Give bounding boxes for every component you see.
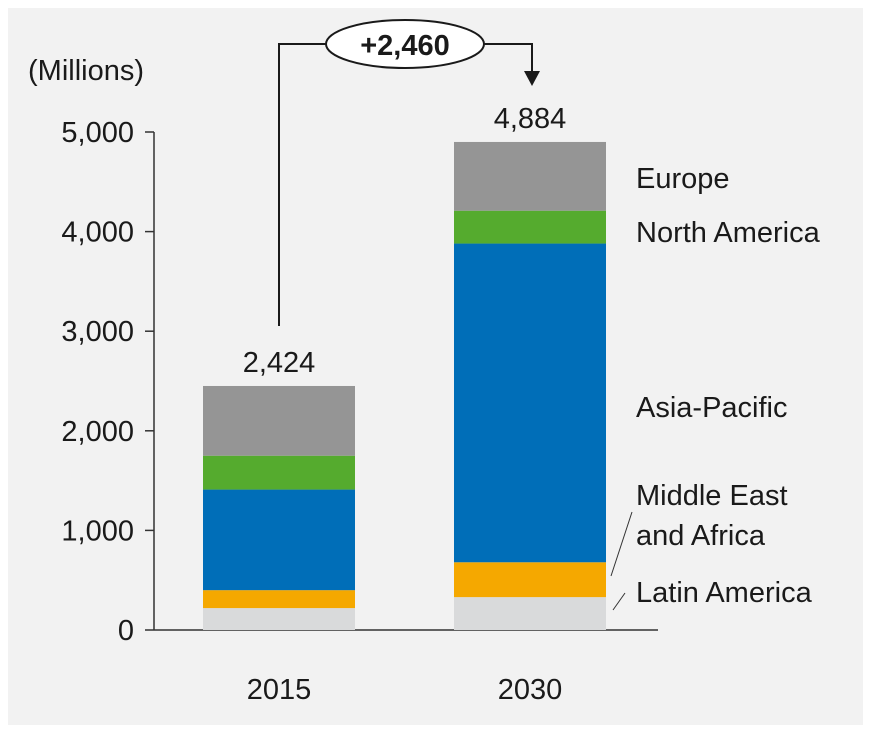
- legend-label: Asia-Pacific: [636, 392, 788, 424]
- legend-label: North America: [636, 217, 821, 249]
- y-tick-label: 3,000: [61, 316, 134, 348]
- x-category-label: 2030: [498, 674, 563, 706]
- legend-leader-line: [610, 511, 633, 577]
- stacked-bar-chart: 0 1,000 2,000 3,000 4,000 5,000 (Millions) 201…: [28, 19, 821, 706]
- x-category-label: 2015: [247, 674, 312, 706]
- chart-panel: 0 1,000 2,000 3,000 4,000 5,000 (Millions) 201…: [8, 8, 863, 725]
- legend-label: Middle East: [636, 480, 788, 512]
- y-tick-label: 0: [118, 615, 134, 647]
- difference-label: +2,460: [360, 30, 450, 62]
- y-tick-label: 1,000: [61, 515, 134, 547]
- y-tick-label: 2,000: [61, 416, 134, 448]
- bar-segment-2015-europe: [203, 385, 355, 456]
- bar-segment-2030-latin-america: [454, 597, 606, 630]
- bar-total-label: 4,884: [494, 103, 567, 135]
- bar-segment-2015-latin-america: [203, 608, 355, 630]
- bar-segment-2015-asia-pacific: [203, 489, 355, 591]
- bar-segment-2030-europe: [454, 141, 606, 211]
- legend-leader-line: [612, 592, 626, 611]
- unit-label: (Millions): [28, 55, 144, 87]
- bar-segment-2030-north-america: [454, 210, 606, 244]
- y-tick-label: 5,000: [61, 117, 134, 149]
- legend-label: Europe: [636, 163, 730, 195]
- legend-label: and Africa: [636, 520, 766, 552]
- difference-bracket-line: [278, 43, 533, 326]
- y-tick-label: 4,000: [61, 217, 134, 249]
- difference-arrowhead: [524, 71, 540, 86]
- bar-segment-2030-middle-east-and-africa: [454, 562, 606, 598]
- bar-segment-2015-middle-east-and-africa: [203, 590, 355, 609]
- bar-segment-2030-asia-pacific: [454, 243, 606, 563]
- bar-segment-2015-north-america: [203, 455, 355, 490]
- difference-ellipse: [325, 19, 485, 69]
- legend-label: Latin America: [636, 577, 813, 609]
- bar-total-label: 2,424: [243, 347, 316, 379]
